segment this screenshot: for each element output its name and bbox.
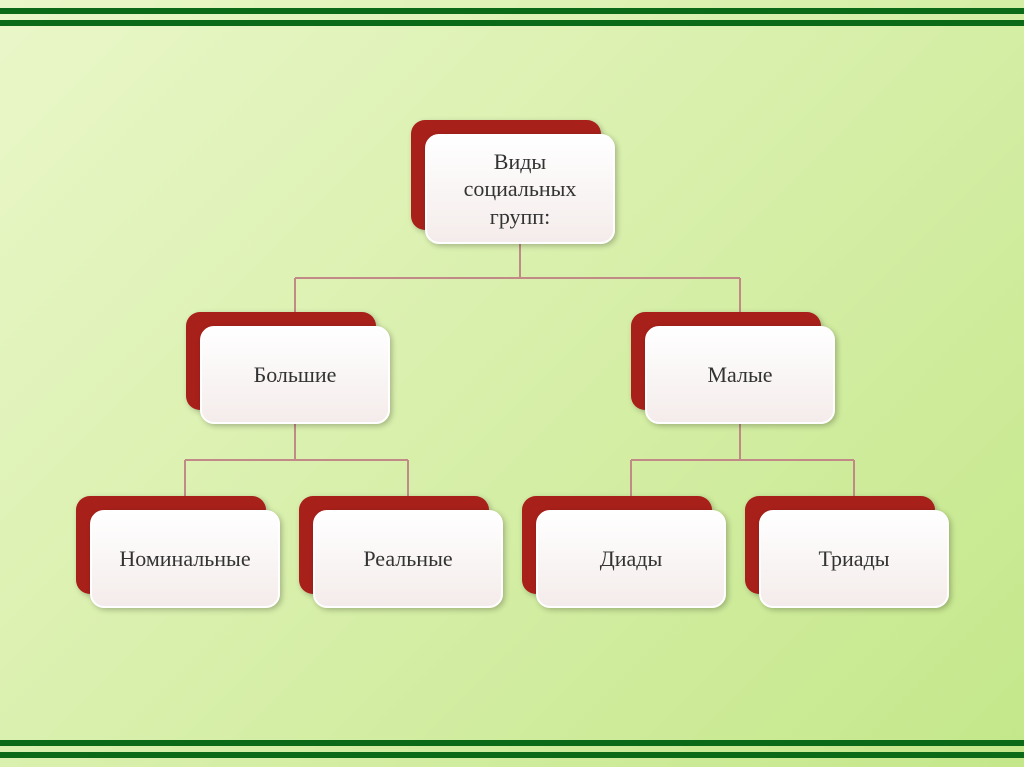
bottom-stripe-2 <box>0 752 1024 758</box>
node-l3-1: Реальные <box>299 496 503 608</box>
node-l2-big-label: Большие <box>200 326 390 424</box>
node-l3-2: Диады <box>522 496 726 608</box>
node-root-label: Виды социальных групп: <box>425 134 615 244</box>
node-l3-0-label: Номинальные <box>90 510 280 608</box>
node-l3-2-label: Диады <box>536 510 726 608</box>
node-l3-0: Номинальные <box>76 496 280 608</box>
node-l2-small: Малые <box>631 312 835 424</box>
slide: Виды социальных групп: Большие Малые Номина… <box>0 0 1024 767</box>
node-root: Виды социальных групп: <box>411 120 615 244</box>
node-l3-3-label: Триады <box>759 510 949 608</box>
node-l2-big: Большие <box>186 312 390 424</box>
node-l3-1-label: Реальные <box>313 510 503 608</box>
top-stripe-1 <box>0 8 1024 14</box>
bottom-stripe-1 <box>0 740 1024 746</box>
node-l3-3: Триады <box>745 496 949 608</box>
node-l2-small-label: Малые <box>645 326 835 424</box>
top-stripe-2 <box>0 20 1024 26</box>
connector-lines <box>0 0 1024 767</box>
